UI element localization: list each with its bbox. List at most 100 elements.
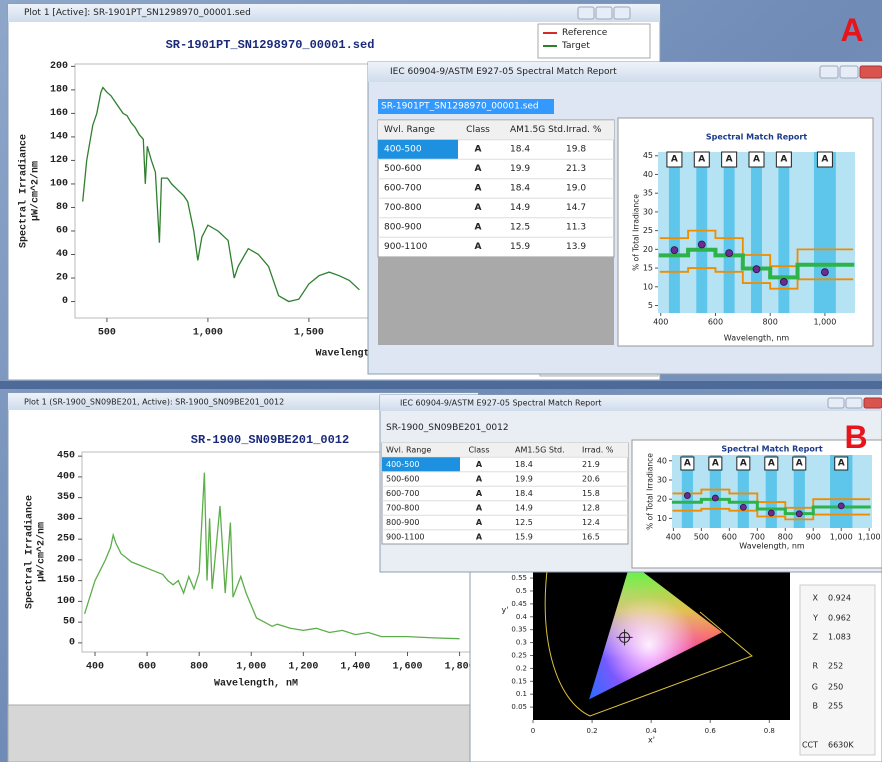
minimize-button[interactable] [827,397,845,409]
table-cell: 12.4 [582,518,600,527]
window-title: Plot 1 [Active]: SR-1901PT_SN1298970_000… [24,8,251,18]
table-cell: A [476,518,483,527]
measured-point [821,268,829,277]
measured-point [779,278,788,286]
y-tick-label: 40 [657,456,667,465]
y-tick-label: 20 [643,245,653,254]
x-tick-label: 600 [708,318,723,327]
x-tick-label: 600 [722,533,737,542]
readout-value: 255 [828,702,843,711]
readout-label: G [812,683,818,692]
y-tick-label: 100 [57,596,75,607]
class-label: A [838,459,845,469]
x-axis-label: Wavelength, nM [214,678,298,690]
class-label: A [671,155,678,165]
minimize-button[interactable] [819,65,839,79]
table-cell: 500-600 [384,164,422,174]
close-button[interactable] [863,397,882,409]
x-tick-label: 1,400 [340,662,370,673]
table-cell: A [475,203,482,213]
table-cell: A [475,145,482,155]
maximize-button[interactable] [595,6,613,20]
bin-stripe [751,152,762,313]
bin-stripe [709,455,721,528]
bin-stripe [681,455,693,528]
table-cell: 12.8 [582,504,600,513]
y-tick-label: 300 [57,513,75,524]
y-tick-label: 0.55 [511,574,527,582]
y-tick-label: 0.4 [516,613,528,621]
measured-point [752,265,761,274]
background-window [7,704,479,762]
close-button[interactable] [859,65,882,79]
y-tick-label: 10 [657,514,667,523]
x-tick-label: 1,600 [392,662,422,673]
title-bar [368,62,882,82]
measured-point [725,249,734,257]
table-cell: 800-900 [384,223,422,233]
file-field[interactable] [378,99,554,114]
table-cell: 400-500 [386,460,419,469]
minimize-button[interactable] [577,6,595,20]
measured-point [739,503,747,511]
table-cell: 12.5 [515,518,533,527]
close-button[interactable] [613,6,631,20]
layer: Wvl. Range Class AM1.5G Std. Irrad. % 400-50… [382,442,881,551]
class-box [834,456,849,471]
column-header: Wvl. Range [384,125,435,135]
selected-cell [378,139,458,160]
readout-panel [799,584,876,756]
x-tick-label: 1,100 [858,533,881,542]
x-tick-label: 800 [190,662,208,673]
x-tick-label: 600 [138,662,156,673]
measured-point [837,502,845,510]
x-axis-label: Wavelength, nm [724,334,790,343]
y-axis-label: µW/cm^2/nm [36,522,48,582]
table-cell: 18.4 [510,145,530,155]
layer: 0.05 0.1 0.15 0.2 0.25 0.3 0.35 0.4 0.45 0.5 0.55 0… [502,561,855,749]
bin-stripe [723,152,735,313]
selected-cell [382,457,460,472]
x-tick-label: 500 [694,533,709,542]
y-tick-label: 120 [50,155,68,166]
table-cell: 900-1100 [384,242,428,252]
x-tick-label: 400 [666,533,681,542]
readout-label: CCT [802,741,818,750]
table-cell: 600-700 [384,184,422,194]
readout-label: Y [812,614,818,623]
maximize-button[interactable] [845,397,863,409]
table-cell: 13.9 [566,242,586,252]
y-tick-label: 200 [57,554,75,565]
bin-stripe [737,455,749,528]
y-tick-label: 60 [56,225,68,236]
table-cell: 11.3 [566,223,586,233]
y-tick-label: 0.25 [511,651,527,659]
y-tick-label: 150 [57,575,75,586]
class-label: A [712,459,719,469]
legend-label: Target [561,41,590,51]
x-tick-label: 1,000 [236,662,266,673]
chart-title: Spectral Match Report [706,133,808,142]
table-cell: 19.9 [510,164,530,174]
bin-stripe [778,152,790,313]
y-tick-label: 450 [57,451,75,462]
x-tick-label: 400 [653,318,668,327]
y-axis-label: % of Total Irradiance [646,453,655,530]
spectral-locus [544,561,753,717]
y-tick-label: 50 [63,617,75,628]
chart-title: SR-1901PT_SN1298970_00001.sed [166,38,375,52]
readout-label: R [812,662,818,671]
y-tick-label: 0 [62,296,68,307]
spectrum-line [83,472,460,640]
y-tick-label: 20 [56,273,68,284]
x-tick-label: 0 [531,727,535,735]
y-tick-label: 40 [56,249,68,260]
class-label: A [821,155,828,165]
table-cell: 21.3 [566,164,586,174]
class-box [775,151,792,168]
readout-label: B [813,702,819,711]
maximize-button[interactable] [839,65,859,79]
panel-label: B [844,419,867,455]
table-cell: 400-500 [384,145,422,155]
